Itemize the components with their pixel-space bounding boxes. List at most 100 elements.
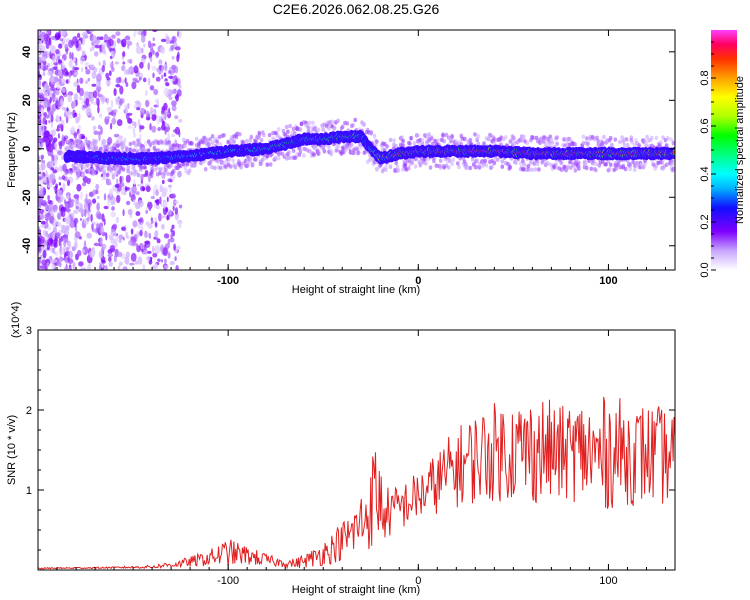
spectrogram-noise-cell [140, 173, 144, 182]
spectrogram-halo-cell [666, 136, 670, 141]
spectrogram-noise-cell [123, 191, 127, 196]
spectrogram-noise-cell [147, 62, 150, 71]
spectrogram-noise-cell [109, 188, 113, 197]
spectrogram-halo-cell [482, 141, 486, 146]
spectrogram-noise-cell [39, 119, 42, 125]
spectrogram-noise-cell [85, 69, 91, 75]
spectrogram-halo-cell [362, 122, 367, 127]
spectrogram-noise-cell [80, 267, 87, 270]
spectrogram-noise-cell [47, 70, 53, 76]
spectrogram-noise-cell [47, 195, 50, 201]
spectrogram-noise-cell [161, 110, 165, 115]
spectrogram-halo-cell [332, 125, 337, 131]
spectrogram-noise-cell [73, 132, 78, 139]
spectrogram-halo-cell [444, 132, 449, 138]
spectrogram-halo-cell [347, 146, 352, 151]
spectrogram-halo-cell [475, 158, 480, 163]
x-tick-label: 0 [415, 275, 421, 287]
spectrogram-halo-cell [265, 162, 270, 167]
spectrogram-noise-cell [61, 65, 65, 70]
spectrogram-noise-cell [74, 72, 79, 76]
spectrogram-halo-cell [567, 136, 572, 142]
spectrogram-noise-cell [151, 65, 157, 71]
spectrogram-noise-cell [116, 178, 119, 185]
spectrogram-noise-cell [51, 105, 55, 111]
spectrogram-halo-cell [259, 138, 264, 143]
colorbar-tick-label: 0.4 [699, 166, 711, 181]
spectrogram-halo-cell [484, 163, 489, 168]
spectrogram-halo-cell [659, 140, 663, 145]
spectrogram-halo-cell [532, 161, 537, 166]
spectrogram-noise-cell [171, 64, 177, 70]
spectrogram-noise-cell [103, 193, 107, 201]
spectrogram-halo-cell [298, 149, 303, 155]
spectrogram-noise-cell [58, 59, 62, 64]
spectrogram-noise-cell [73, 81, 79, 87]
spectrogram-noise-cell [122, 209, 125, 217]
spectrogram-halo-cell [126, 165, 130, 171]
spectrogram-halo-cell [241, 140, 246, 145]
spectrogram-noise-cell [38, 73, 42, 81]
spectrogram-noise-cell [42, 249, 47, 259]
spectrogram-noise-cell [92, 198, 97, 204]
x-tick-label: 100 [599, 575, 617, 587]
spectrogram-noise-cell [53, 186, 56, 190]
spectrogram-noise-cell [157, 127, 161, 131]
spectrogram-noise-cell [38, 33, 42, 42]
spectrogram-halo-cell [322, 149, 327, 154]
spectrogram-noise-cell [108, 38, 114, 47]
spectrogram-noise-cell [127, 117, 132, 124]
spectrogram-noise-cell [38, 202, 41, 208]
spectrogram-noise-cell [171, 133, 176, 137]
spectrogram-noise-cell [115, 97, 120, 104]
spectrogram-noise-cell [67, 258, 74, 265]
spectrogram-halo-cell [394, 144, 399, 149]
spectrogram-noise-cell [132, 120, 135, 127]
spectrogram-halo-cell [596, 139, 600, 144]
spectrogram-noise-cell [116, 194, 121, 204]
spectrogram-noise-cell [68, 39, 74, 48]
spectrogram-noise-cell [161, 64, 164, 74]
spectrogram-halo-cell [618, 139, 622, 145]
spectrogram-noise-cell [48, 120, 51, 124]
spectrogram-noise-cell [47, 204, 53, 213]
spectrogram-halo-cell [375, 139, 379, 144]
spectrogram-noise-cell [133, 104, 138, 109]
spectrogram-noise-cell [65, 79, 69, 84]
spectrogram-halo-cell [526, 163, 531, 169]
spectrogram-noise-cell [111, 206, 115, 211]
spectrogram-halo-cell [166, 171, 170, 176]
spectrogram-noise-cell [175, 93, 179, 102]
spectrogram-noise-cell [103, 218, 106, 226]
spectrogram-noise-cell [132, 220, 138, 228]
spectrogram-noise-cell [178, 84, 182, 89]
spectrogram-noise-cell [89, 250, 95, 258]
spectrogram-halo-cell [106, 141, 111, 146]
spectrogram-halo-cell [136, 141, 141, 146]
spectrogram-noise-cell [70, 199, 74, 203]
spectrogram-noise-cell [47, 199, 52, 205]
spectrogram-noise-cell [50, 61, 53, 70]
spectrogram-noise-cell [82, 182, 86, 187]
spectrogram-noise-cell [56, 100, 62, 108]
spectrogram-noise-cell [40, 162, 46, 171]
spectrogram-noise-cell [61, 107, 67, 111]
spectrogram-noise-cell [163, 111, 167, 121]
colorbar-tick-label: 0.2 [699, 214, 711, 229]
spectrogram-halo-cell [546, 161, 550, 166]
spectrogram-noise-cell [89, 47, 93, 52]
spectrogram-noise-cell [139, 133, 142, 141]
spectrogram-noise-cell [60, 30, 66, 37]
spectrogram-halo-cell [329, 149, 334, 154]
spectrogram-noise-cell [166, 214, 169, 221]
spectrogram-noise-cell [78, 261, 84, 267]
spectrogram-halo-cell [429, 136, 434, 141]
spectrogram-halo-cell [628, 166, 632, 172]
spectrogram-noise-cell [110, 122, 113, 130]
spectrogram-halo-cell [424, 161, 428, 166]
spectrogram-noise-cell [50, 248, 54, 252]
spectrogram-halo-cell [280, 151, 285, 156]
spectrogram-noise-cell [129, 262, 135, 266]
spectrogram-noise-cell [38, 97, 41, 106]
spectrogram-noise-cell [86, 209, 90, 216]
